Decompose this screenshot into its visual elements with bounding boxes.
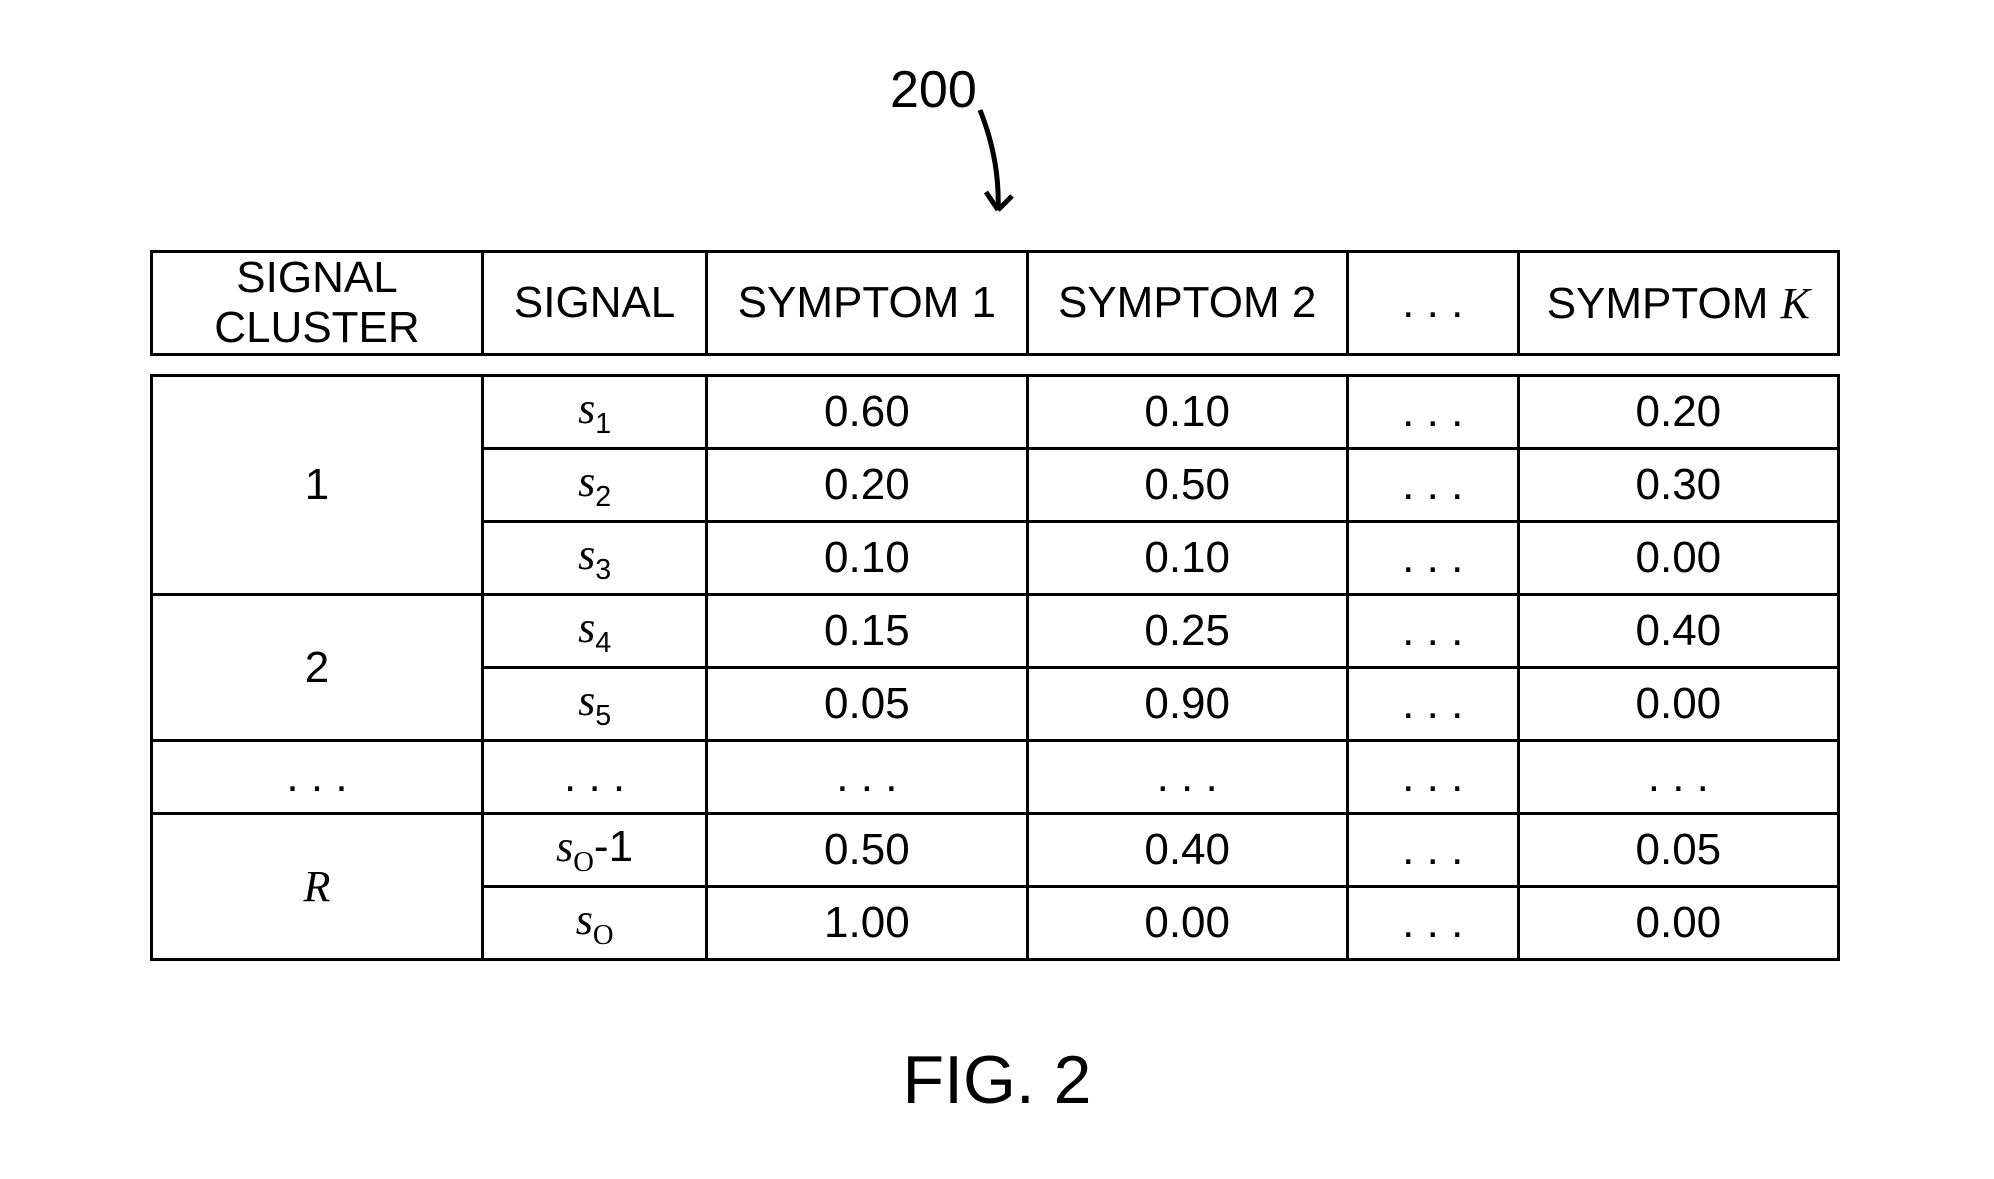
value-cell: 0.20 [1518,376,1838,449]
value-cell: . . . [707,741,1027,814]
col-header-cluster: SIGNAL CLUSTER [152,252,483,355]
value-cell: 0.20 [707,449,1027,522]
value-cell: 0.00 [1027,887,1347,960]
value-cell: 0.10 [1027,376,1347,449]
cluster-cell: R [152,814,483,960]
col-header-symptom1: SYMPTOM 1 [707,252,1027,355]
signal-cell: s1 [482,376,706,449]
col-header-symptomk: SYMPTOM K [1518,252,1838,355]
value-cell: 0.25 [1027,595,1347,668]
signal-cell: s4 [482,595,706,668]
cluster-cell: 2 [152,595,483,741]
cluster-cell: . . . [152,741,483,814]
value-cell: 0.10 [1027,522,1347,595]
signal-cell: s3 [482,522,706,595]
dots-cell: . . . [1347,668,1518,741]
dots-cell: . . . [1347,887,1518,960]
value-cell: 0.15 [707,595,1027,668]
dots-cell: . . . [1347,741,1518,814]
value-cell: 0.05 [1518,814,1838,887]
table-header-row: SIGNAL CLUSTER SIGNAL SYMPTOM 1 SYMPTOM … [152,252,1839,355]
value-cell: 0.00 [1518,887,1838,960]
col-header-dots: . . . [1347,252,1518,355]
signal-cell: sO-1 [482,814,706,887]
cluster-cell: 1 [152,376,483,595]
signal-symptom-table: SIGNAL CLUSTER SIGNAL SYMPTOM 1 SYMPTOM … [150,250,1840,961]
value-cell: 0.50 [1027,449,1347,522]
signal-cell: sO [482,887,706,960]
table-row: R sO-1 0.50 0.40 . . . 0.05 [152,814,1839,887]
value-cell: 0.40 [1027,814,1347,887]
figure-caption: FIG. 2 [0,1041,1994,1119]
table-row: . . . . . . . . . . . . . . . . . . [152,741,1839,814]
dots-cell: . . . [1347,814,1518,887]
value-cell: 0.05 [707,668,1027,741]
dots-cell: . . . [1347,449,1518,522]
value-cell: . . . [1518,741,1838,814]
value-cell: 0.60 [707,376,1027,449]
dots-cell: . . . [1347,522,1518,595]
col-header-signal: SIGNAL [482,252,706,355]
dots-cell: . . . [1347,376,1518,449]
reference-arrow-icon [960,100,1040,250]
value-cell: 0.30 [1518,449,1838,522]
value-cell: . . . [1027,741,1347,814]
value-cell: 0.50 [707,814,1027,887]
table-row: 2 s4 0.15 0.25 . . . 0.40 [152,595,1839,668]
value-cell: 0.10 [707,522,1027,595]
signal-cell: s2 [482,449,706,522]
col-header-symptom2: SYMPTOM 2 [1027,252,1347,355]
header-body-gap [152,355,1839,376]
value-cell: 0.90 [1027,668,1347,741]
signal-cell: . . . [482,741,706,814]
value-cell: 0.00 [1518,668,1838,741]
value-cell: 1.00 [707,887,1027,960]
figure-page: 200 SIGNAL CLUSTER SIGNAL SYMPTOM 1 SYMP… [0,0,1994,1179]
value-cell: 0.00 [1518,522,1838,595]
dots-cell: . . . [1347,595,1518,668]
signal-cell: s5 [482,668,706,741]
value-cell: 0.40 [1518,595,1838,668]
table-row: 1 s1 0.60 0.10 . . . 0.20 [152,376,1839,449]
